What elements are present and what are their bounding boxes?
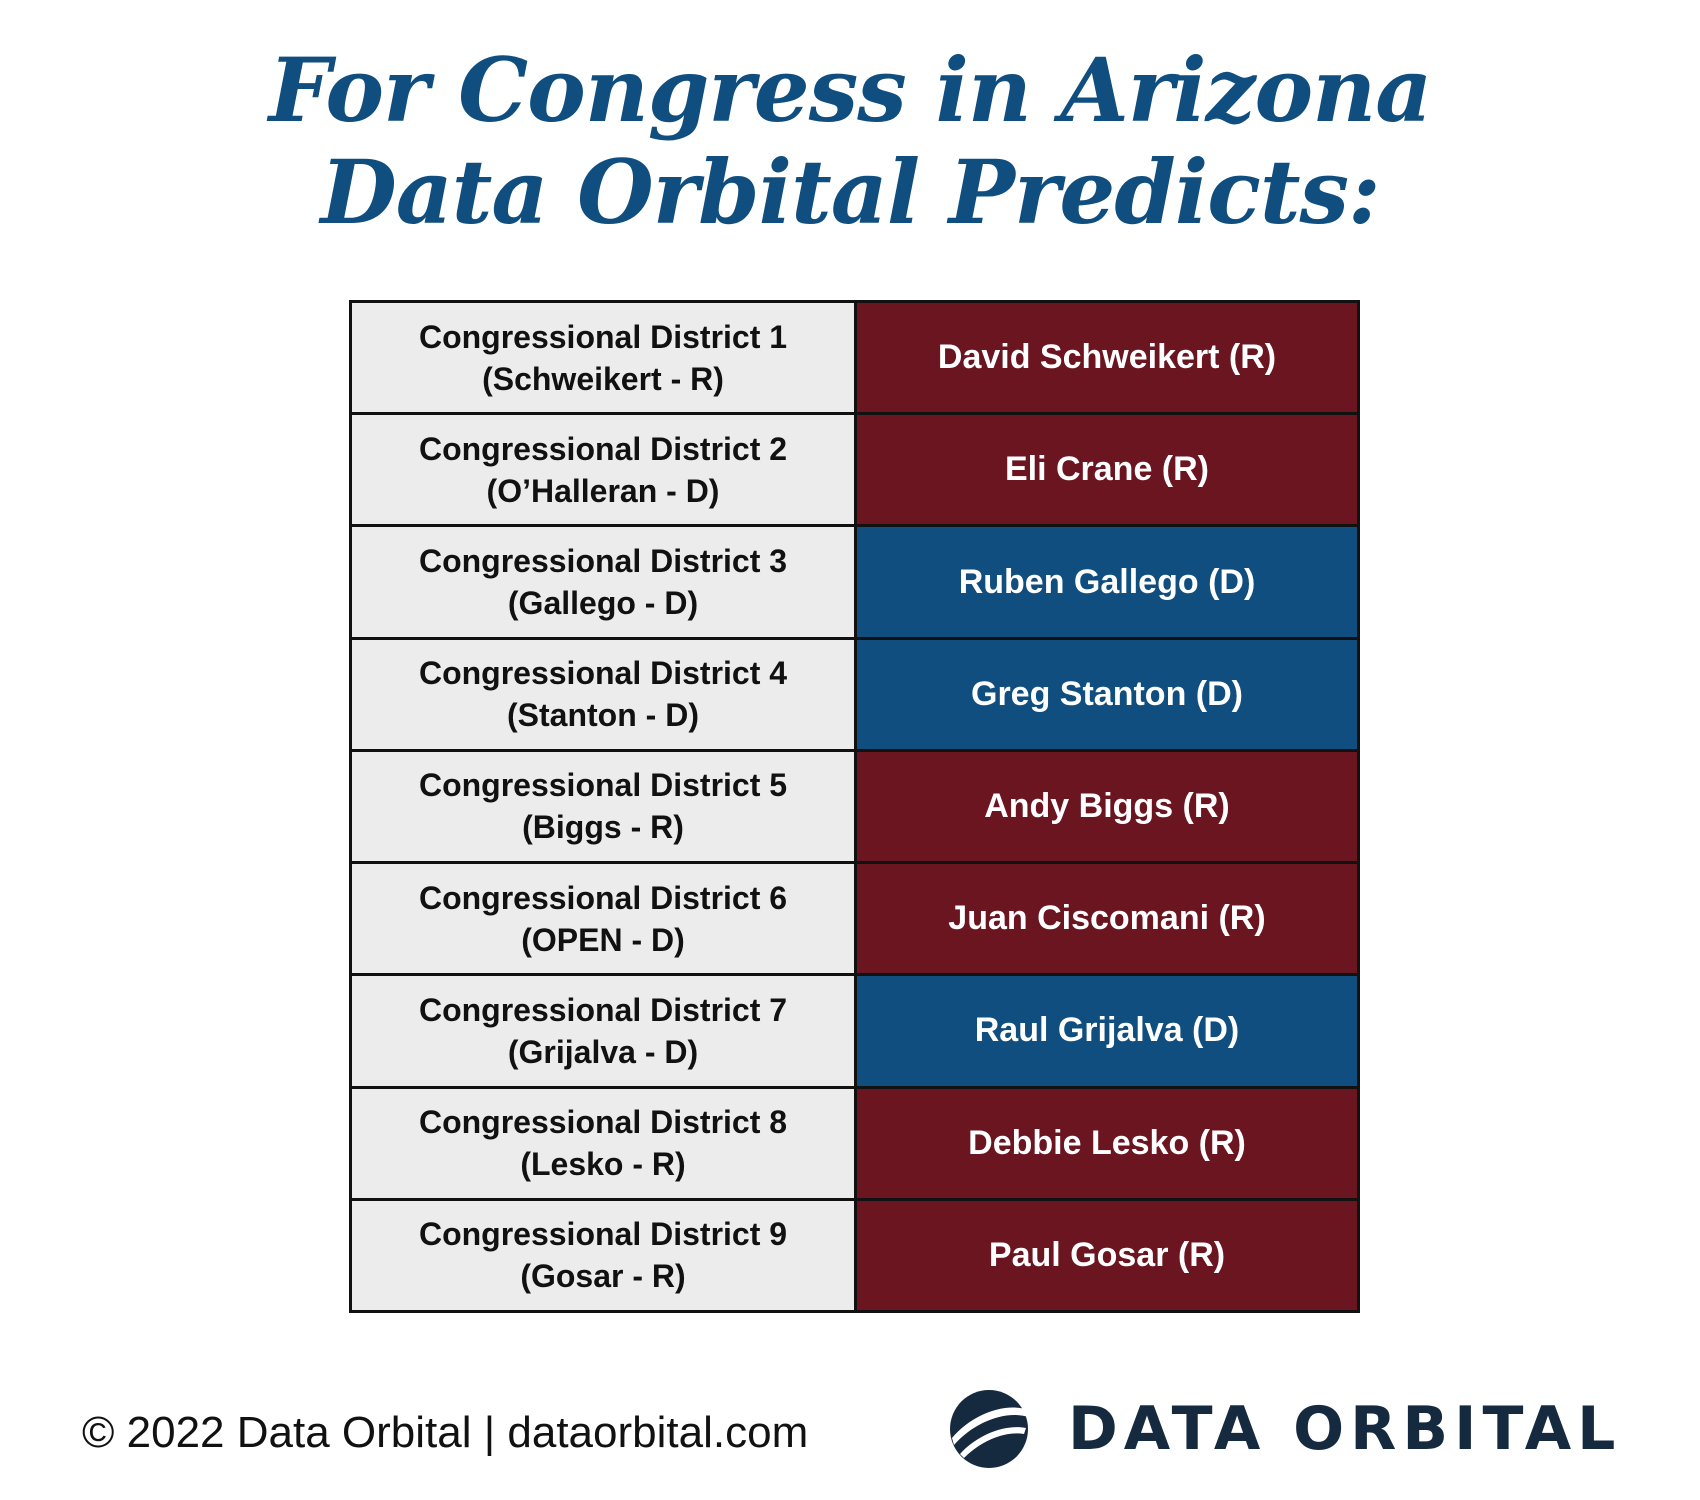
incumbent-label: (Gallego - D) <box>507 585 699 622</box>
predicted-winner: Paul Gosar (R) <box>857 1200 1357 1310</box>
predicted-winner: Eli Crane (R) <box>857 415 1357 525</box>
data-orbital-logo: DATA ORBITAL <box>948 1388 1621 1470</box>
district-name: Congressional District 1 <box>418 318 788 355</box>
incumbent-label: (O’Halleran - D) <box>486 472 720 509</box>
district-cell: Congressional District 8 (Lesko - R) <box>352 1088 854 1198</box>
logo-text: DATA ORBITAL <box>1068 1394 1622 1464</box>
predicted-winner: Greg Stanton (D) <box>857 639 1357 749</box>
predicted-winner: Ruben Gallego (D) <box>857 527 1357 637</box>
predicted-winner: David Schweikert (R) <box>857 303 1357 413</box>
copyright-text: © 2022 Data Orbital | dataorbital.com <box>82 1408 809 1457</box>
district-cell: Congressional District 7 (Grijalva - D) <box>352 976 854 1086</box>
district-cell: Congressional District 1 (Schweikert - R) <box>352 303 854 413</box>
district-cell: Congressional District 9 (Gosar - R) <box>352 1200 854 1310</box>
district-name: Congressional District 9 <box>418 1216 788 1253</box>
district-name: Congressional District 3 <box>418 543 788 580</box>
predicted-winner: Juan Ciscomani (R) <box>857 864 1357 974</box>
orbital-sphere-icon <box>950 1390 1028 1468</box>
incumbent-label: (Biggs - R) <box>522 809 684 846</box>
incumbent-label: (Stanton - D) <box>507 697 699 734</box>
predictions-table: Congressional District 1 (Schweikert - R)… <box>349 300 1360 1313</box>
district-name: Congressional District 8 <box>418 1104 788 1141</box>
district-cell: Congressional District 6 (OPEN - D) <box>352 864 854 974</box>
incumbent-label: (Gosar - R) <box>520 1258 686 1295</box>
predicted-winner: Raul Grijalva (D) <box>857 976 1357 1086</box>
incumbent-label: (Schweikert - R) <box>482 360 724 397</box>
incumbent-label: (Grijalva - D) <box>507 1033 699 1070</box>
incumbent-label: (Lesko - R) <box>520 1146 686 1183</box>
district-cell: Congressional District 2 (O’Halleran - D) <box>352 415 854 525</box>
district-cell: Congressional District 3 (Gallego - D) <box>352 527 854 637</box>
incumbent-label: (OPEN - D) <box>521 921 685 958</box>
predicted-winner: Andy Biggs (R) <box>857 751 1357 862</box>
district-name: Congressional District 2 <box>418 430 788 467</box>
district-name: Congressional District 7 <box>418 991 788 1028</box>
district-name: Congressional District 4 <box>418 655 788 692</box>
district-cell: Congressional District 4 (Stanton - D) <box>352 639 854 749</box>
district-name: Congressional District 6 <box>418 879 788 916</box>
title-line-2: Data Orbital Predicts: <box>320 140 1380 244</box>
district-name: Congressional District 5 <box>418 767 788 804</box>
title-line-1: For Congress in Arizona <box>268 38 1432 142</box>
district-cell: Congressional District 5 (Biggs - R) <box>352 751 854 862</box>
predicted-winner: Debbie Lesko (R) <box>857 1088 1357 1198</box>
